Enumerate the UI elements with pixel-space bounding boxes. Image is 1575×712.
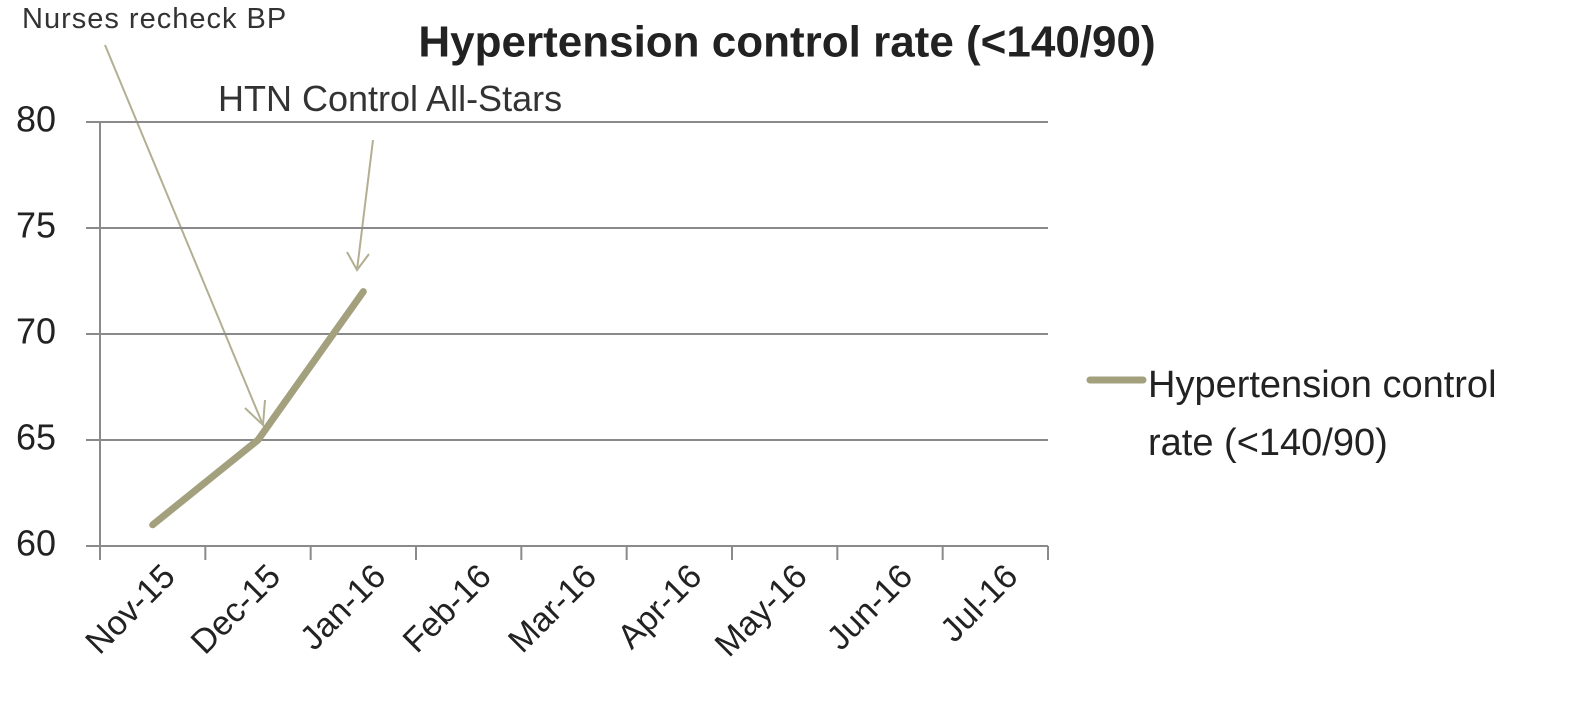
annotation: Nurses recheck BP xyxy=(22,3,288,35)
arrow xyxy=(356,139,374,271)
y-tick-label: 80 xyxy=(16,99,56,140)
y-tick-label: 70 xyxy=(16,311,56,352)
x-tick-label: Jul-16 xyxy=(933,557,1025,649)
x-tick-label: Mar-16 xyxy=(501,557,604,660)
annotation: HTN Control All-Stars xyxy=(218,78,563,119)
chart-title: Hypertension control rate (<140/90) xyxy=(418,18,1155,67)
y-tick-label: 75 xyxy=(16,205,56,246)
x-tick-label: Jun-16 xyxy=(820,557,920,657)
x-tick-label: May-16 xyxy=(708,557,815,664)
series-line xyxy=(149,288,367,529)
x-tick-label: Nov-15 xyxy=(78,557,182,661)
legend-label: Hypertension control rate (<140/90) xyxy=(1148,364,1497,464)
annotation-arrows xyxy=(104,44,374,428)
y-tick-label: 65 xyxy=(16,417,56,458)
x-tick-label: Feb-16 xyxy=(396,557,499,660)
x-tick-label: Dec-15 xyxy=(184,557,288,661)
arrow xyxy=(104,44,264,426)
x-tick-label: Apr-16 xyxy=(610,557,709,656)
arrow-head xyxy=(346,251,370,272)
y-tick-label: 60 xyxy=(16,523,56,564)
arrow-head xyxy=(244,399,266,428)
x-tick-label: Jan-16 xyxy=(293,557,393,657)
